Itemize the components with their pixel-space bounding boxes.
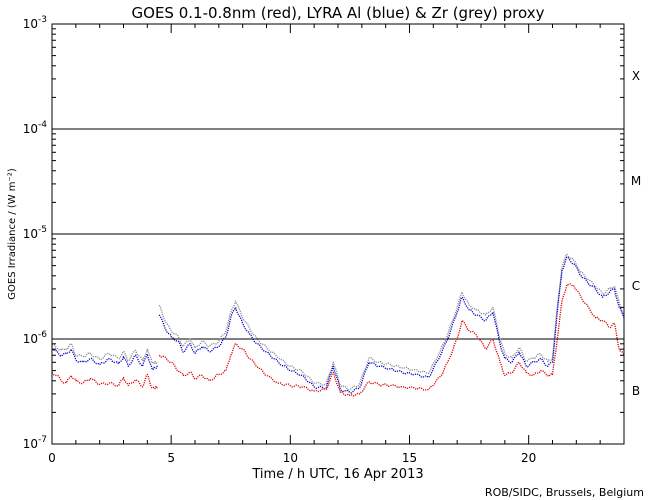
y-tick-label--5: 10-5: [23, 225, 47, 241]
x-tick-label-20: 20: [521, 451, 536, 465]
y-tick-label--7: 10-7: [23, 435, 47, 451]
chart-title: GOES 0.1-0.8nm (red), LYRA Al (blue) & Z…: [132, 4, 545, 22]
y-axis-label: GOES Irradiance / (W m⁻²): [7, 168, 18, 300]
x-tick-label-0: 0: [48, 451, 56, 465]
y-tick-label--4: 10-4: [23, 120, 48, 136]
series-layer: [51, 253, 625, 397]
y-tick-label--6: 10-6: [23, 330, 48, 346]
credit-text: ROB/SIDC, Brussels, Belgium: [485, 486, 644, 499]
series-lyra-al-proxy-segment-0: [51, 348, 159, 371]
flare-class-label-x: X: [632, 69, 640, 83]
series-lyra-zr-proxy-segment-0: [51, 343, 159, 365]
flare-class-label-c: C: [632, 279, 640, 293]
flare-class-lines: [52, 128, 624, 340]
series-goes-0-1-0-8nm-segment-0: [51, 372, 159, 390]
x-axis-label: Time / h UTC, 16 Apr 2013: [251, 467, 423, 482]
series-lyra-zr-proxy-segment-1: [158, 253, 625, 391]
x-axis-ticks: 0 5 10 15 20: [48, 24, 625, 465]
x-tick-label-5: 5: [167, 451, 175, 465]
x-tick-label-15: 15: [402, 451, 417, 465]
y-tick-label--3: 10-3: [23, 15, 47, 31]
series-lyra-al-proxy-segment-1: [158, 256, 625, 394]
flare-class-label-m: M: [631, 174, 641, 188]
y-axis-ticks: 10-7 10-6 10-5 10-4 10-3: [23, 15, 624, 451]
flare-class-label-b: B: [632, 384, 640, 398]
x-tick-label-10: 10: [283, 451, 298, 465]
flare-class-labels: B C M X: [631, 69, 641, 398]
series-goes-0-1-0-8nm-segment-1: [158, 283, 625, 397]
